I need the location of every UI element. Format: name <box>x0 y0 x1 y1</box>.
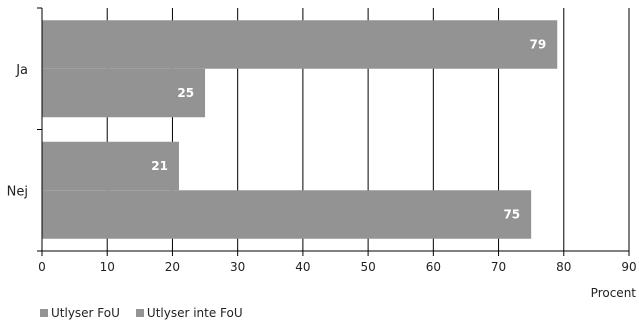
y-category-label-1: Nej <box>7 184 28 199</box>
x-tick-label-4: 40 <box>295 260 310 274</box>
x-tick-label-3: 30 <box>230 260 245 274</box>
x-tick-label-1: 10 <box>100 260 115 274</box>
axes: 0 10 20 30 40 50 60 70 80 90 Ja Nej Procent <box>7 7 637 300</box>
bar-Ja-series-1 <box>42 68 206 118</box>
x-tick-label-8: 80 <box>556 260 571 274</box>
x-axis-title: Procent <box>591 286 637 300</box>
x-tick-label-5: 50 <box>360 260 375 274</box>
data-label-Ja-series-1: 25 <box>177 86 194 100</box>
legend-swatch-series-0 <box>40 309 48 317</box>
x-tick-label-9: 90 <box>621 260 636 274</box>
x-tick-label-6: 60 <box>426 260 441 274</box>
bar-Ja-series-0 <box>42 20 558 69</box>
bar-chart: 79 25 21 75 0 10 20 30 40 50 60 70 80 90 Ja Nej Procent <box>7 7 637 300</box>
x-tick-label-0: 0 <box>38 260 46 274</box>
x-tick-label-2: 20 <box>165 260 180 274</box>
legend-swatch-series-1 <box>135 309 144 317</box>
x-tick-label-7: 70 <box>491 260 506 274</box>
legend-label-series-0: Utlyser FoU <box>51 306 120 320</box>
data-label-Nej-series-0: 21 <box>151 159 168 173</box>
bars <box>42 20 558 239</box>
legend: Utlyser FoU Utlyser inte FoU <box>40 306 243 320</box>
bar-Nej-series-0 <box>42 141 179 191</box>
legend-label-series-1: Utlyser inte FoU <box>146 306 243 320</box>
data-labels: 79 25 21 75 <box>151 38 546 222</box>
data-label-Ja-series-0: 79 <box>530 38 547 52</box>
bar-Nej-series-1 <box>42 190 532 239</box>
data-label-Nej-series-1: 75 <box>503 208 520 222</box>
legend-item-series-1: Utlyser inte FoU <box>135 306 243 320</box>
legend-item-series-0: Utlyser FoU <box>40 306 120 320</box>
y-category-label-0: Ja <box>15 63 28 78</box>
